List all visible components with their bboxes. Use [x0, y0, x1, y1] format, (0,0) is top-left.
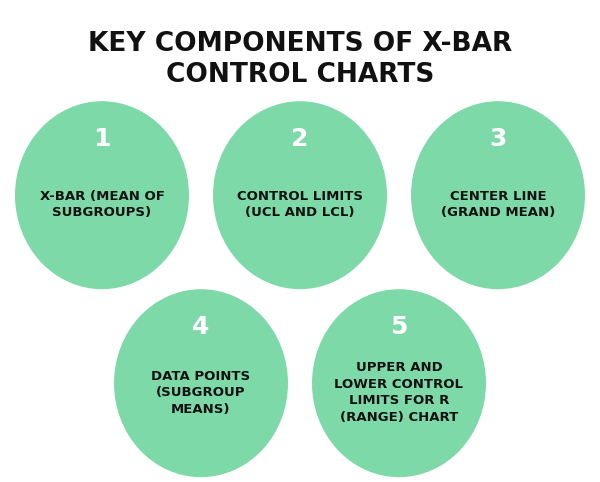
- Ellipse shape: [114, 289, 288, 477]
- Text: 4: 4: [193, 315, 209, 339]
- Text: 3: 3: [490, 127, 506, 151]
- Text: CONTROL LIMITS
(UCL AND LCL): CONTROL LIMITS (UCL AND LCL): [237, 190, 363, 219]
- Ellipse shape: [411, 101, 585, 289]
- Text: X-BAR (MEAN OF
SUBGROUPS): X-BAR (MEAN OF SUBGROUPS): [40, 190, 164, 219]
- Ellipse shape: [213, 101, 387, 289]
- Text: 1: 1: [93, 127, 111, 151]
- Text: UPPER AND
LOWER CONTROL
LIMITS FOR R
(RANGE) CHART: UPPER AND LOWER CONTROL LIMITS FOR R (RA…: [335, 362, 464, 424]
- Ellipse shape: [15, 101, 189, 289]
- Text: KEY COMPONENTS OF X-BAR
CONTROL CHARTS: KEY COMPONENTS OF X-BAR CONTROL CHARTS: [88, 31, 512, 88]
- Text: 5: 5: [391, 315, 407, 339]
- Text: CENTER LINE
(GRAND MEAN): CENTER LINE (GRAND MEAN): [441, 190, 555, 219]
- Text: 2: 2: [292, 127, 308, 151]
- Ellipse shape: [312, 289, 486, 477]
- Text: DATA POINTS
(SUBGROUP
MEANS): DATA POINTS (SUBGROUP MEANS): [151, 370, 251, 415]
